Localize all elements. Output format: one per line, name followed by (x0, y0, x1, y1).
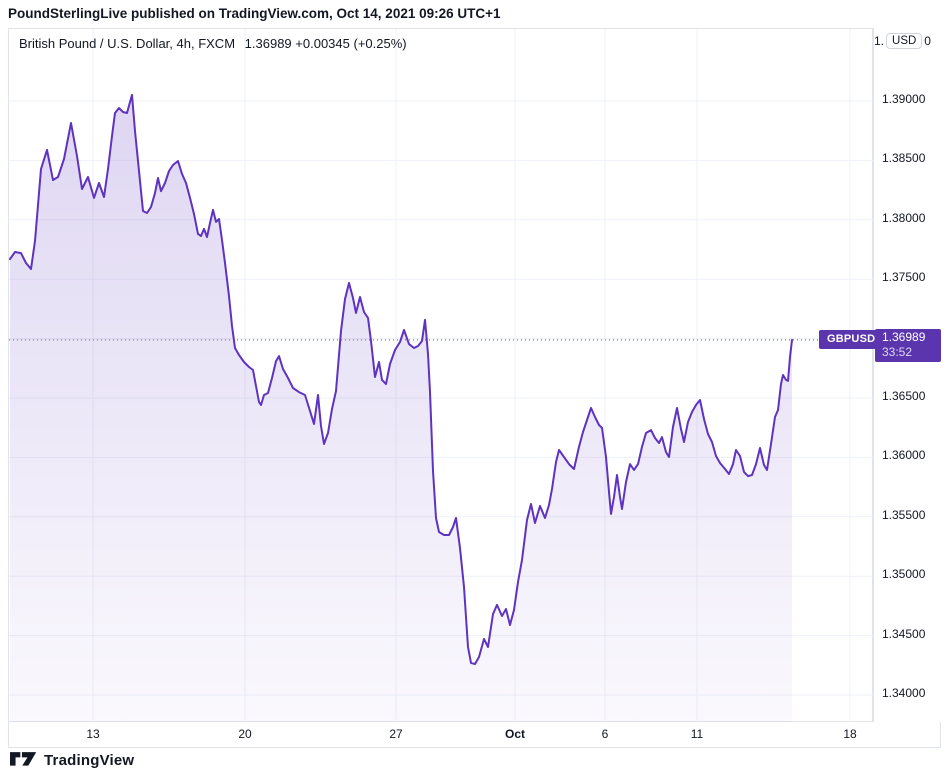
last-price-box: 1.36989 33:52 (875, 328, 941, 362)
tradingview-logo-icon (10, 752, 37, 766)
bar-countdown: 33:52 (882, 344, 913, 359)
price-axis-label: 1.36000 (882, 448, 926, 463)
price-line (9, 93, 793, 665)
last-price-value: 1.36989 (882, 329, 926, 344)
time-axis-label: 13 (86, 727, 100, 741)
currency-prefix: 1. (874, 34, 885, 48)
time-axis-label: 11 (690, 727, 704, 741)
price-axis-label: 1.38500 (882, 151, 926, 166)
time-axis[interactable]: 13 20 27 Oct 6 11 18 (8, 722, 941, 748)
tradingview-brand-text: TradingView (44, 752, 135, 769)
legend-change-pct: (+0.25%) (353, 36, 407, 51)
legend-values: 1.36989 +0.00345 (+0.25%) (245, 36, 407, 51)
chart-legend: British Pound / U.S. Dollar, 4h, FXCM 1.… (19, 36, 407, 51)
time-axis-label: 20 (238, 727, 252, 741)
area-fill (10, 94, 792, 723)
currency-suffix: 0 (924, 34, 931, 48)
legend-change: +0.00345 (295, 36, 350, 51)
time-axis-label: 27 (389, 727, 403, 741)
time-axis-label: 18 (843, 727, 857, 741)
price-axis-label: 1.39000 (882, 92, 926, 106)
price-axis-label: 1.35500 (882, 507, 926, 522)
attribution-header: PoundSterlingLive published on TradingVi… (8, 6, 501, 21)
price-axis-label: 1.34000 (882, 686, 926, 700)
price-axis-label: 1.34500 (882, 626, 926, 641)
price-axis-label: 1.38000 (882, 210, 926, 225)
tradingview-attribution: TradingView (10, 752, 134, 769)
price-axis-label: 1.37500 (882, 270, 926, 285)
chart-svg[interactable] (9, 29, 874, 723)
currency-row: 1. USD 0 (874, 33, 931, 49)
price-axis-label: 1.36500 (882, 389, 926, 403)
symbol-price-badge: GBPUSD (819, 330, 884, 350)
price-axis-label: 1.35000 (882, 567, 926, 582)
currency-unit-button[interactable]: USD (886, 33, 923, 49)
time-axis-label: Oct (504, 727, 526, 741)
legend-last-price: 1.36989 (244, 36, 292, 51)
chart-pane[interactable]: British Pound / U.S. Dollar, 4h, FXCM 1.… (8, 28, 884, 723)
price-axis[interactable]: 1. USD 0 1.36989 33:52 1.39000 1.38500 1.3… (873, 28, 946, 748)
symbol-title: British Pound / U.S. Dollar, 4h, FXCM (19, 36, 236, 51)
time-axis-label: 6 (601, 727, 609, 741)
